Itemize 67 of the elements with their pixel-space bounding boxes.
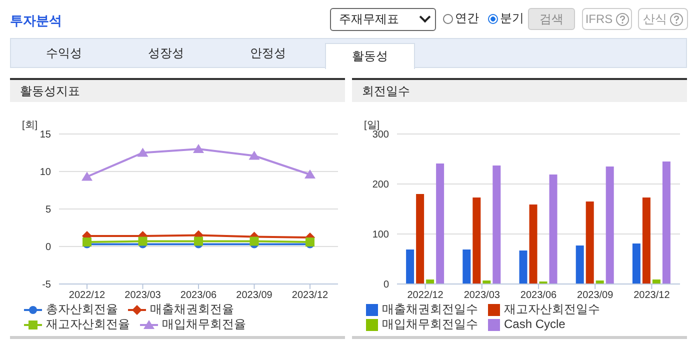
x-tick-label: 2023/12 — [292, 290, 329, 302]
point — [304, 170, 316, 178]
y-tick-label: 200 — [372, 180, 390, 191]
legend-label: 재고자산회전율 — [46, 317, 130, 332]
x-tick-label: 2023/06 — [180, 290, 218, 302]
legend-label: 매입채무회전일수 — [382, 317, 478, 332]
point — [82, 238, 92, 246]
bar — [406, 250, 414, 284]
bar — [632, 244, 640, 284]
legend-label: 재고자산회전일수 — [504, 302, 600, 317]
y-tick-label: 5 — [45, 204, 52, 216]
y-axis-title: [일] — [364, 119, 380, 131]
x-tick-label: 2023/09 — [577, 290, 614, 302]
text: 투자분석 — [10, 12, 62, 30]
text: 주재무제표 — [330, 8, 436, 31]
text: 활동성 — [325, 43, 415, 69]
x-tick-label: 2023/03 — [464, 290, 500, 302]
bar — [642, 198, 650, 284]
x-tick-label: 2023/09 — [236, 290, 273, 302]
y-tick-label: 0 — [45, 242, 52, 254]
legend-label: Cash Cycle — [504, 317, 566, 332]
y-tick-label: 15 — [40, 130, 52, 141]
bar — [436, 164, 444, 284]
text: IFRS — [585, 12, 613, 26]
bar — [586, 202, 594, 284]
bar — [462, 250, 471, 284]
text: 검색 — [528, 8, 575, 30]
text: 분기 — [500, 10, 524, 27]
bar — [576, 246, 584, 284]
point — [248, 150, 260, 160]
y-tick-label: 300 — [372, 130, 390, 141]
point — [82, 172, 92, 181]
legend-label: 매출채권회전일수 — [382, 302, 478, 317]
x-tick-label: 2022/12 — [68, 290, 106, 302]
text: 산식 — [643, 10, 667, 28]
x-tick-label: 2022/12 — [407, 290, 444, 302]
bar — [472, 198, 481, 284]
chart-title: 회전일수 — [352, 78, 687, 102]
bar — [606, 166, 614, 284]
x-tick-label: 2023/12 — [634, 290, 670, 302]
text: 안정성 — [249, 45, 287, 62]
point — [194, 236, 203, 246]
y-tick-label: 0 — [383, 280, 390, 291]
legend-label: 매출채권회전율 — [150, 302, 234, 317]
legend-label: 매입채무회전율 — [162, 317, 246, 332]
y-tick-label: -5 — [42, 280, 52, 291]
text: 수익성 — [45, 45, 83, 62]
legend-label: 총자산회전율 — [46, 302, 118, 317]
x-tick-label: 2023/06 — [520, 290, 558, 302]
x-tick-label: 2023/03 — [124, 290, 162, 302]
bar — [492, 166, 501, 284]
point — [193, 144, 204, 153]
bar — [662, 162, 670, 284]
point — [306, 238, 314, 246]
bar — [549, 174, 558, 284]
text: 연간 — [455, 10, 479, 27]
point — [250, 236, 259, 246]
bar — [519, 250, 528, 284]
bar — [416, 194, 424, 284]
y-tick-label: 10 — [40, 167, 52, 178]
y-tick-label: 100 — [372, 230, 390, 241]
bar — [529, 204, 538, 284]
point — [138, 236, 148, 246]
chart-title: 활동성지표 — [10, 78, 345, 102]
point — [137, 148, 148, 157]
y-axis-title: [회] — [22, 119, 38, 132]
text: 성장성 — [147, 45, 185, 62]
